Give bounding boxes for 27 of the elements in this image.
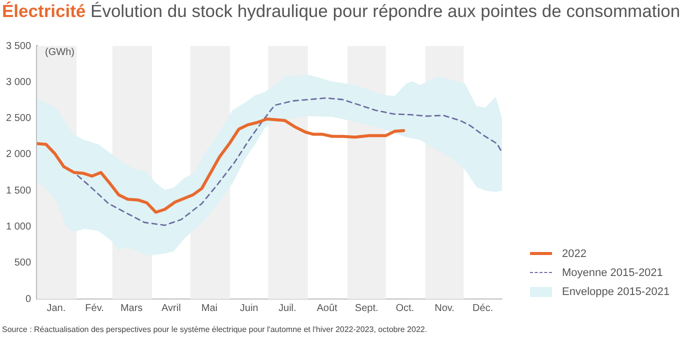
y-tick-label: 0: [25, 294, 32, 305]
x-tick-label: Juin: [240, 302, 258, 314]
x-tick-label: Nov.: [434, 302, 454, 314]
legend-label: Moyenne 2015-2021: [562, 266, 663, 278]
x-tick-label: Avril: [162, 302, 181, 314]
legend-label: 2022: [562, 248, 586, 260]
y-tick-label: 2 500: [6, 113, 32, 124]
x-tick-label: Sept.: [354, 302, 378, 314]
y-tick-label: 500: [14, 258, 32, 269]
x-tick-label: Août: [316, 302, 338, 314]
chart-title: Électricité: [2, 1, 86, 21]
source-note: Source : Réactualisation des perspectives pour le système électrique pour l'automne et l'hiver 2022-2023, octobre 2022.: [2, 325, 428, 334]
y-tick-label: 3 500: [6, 40, 32, 52]
chart-subtitle: Évolution du stock hydraulique pour répondre aux pointes de consommation: [90, 1, 680, 21]
x-tick-label: Fév.: [85, 302, 104, 314]
y-tick-label: 1 000: [6, 221, 32, 232]
x-tick-label: Jan.: [46, 302, 66, 314]
x-tick-label: Juil.: [278, 302, 296, 314]
y-tick-label: 3 000: [6, 76, 32, 88]
y-axis-title: (GWh): [45, 46, 74, 58]
x-tick-label: Déc.: [472, 302, 494, 314]
x-tick-label: Mai: [201, 302, 218, 314]
x-tick-label: Oct.: [396, 302, 414, 314]
y-tick-label: 2 000: [6, 149, 32, 160]
legend-label: Enveloppe 2015-2021: [562, 286, 670, 298]
x-tick-label: Mars: [120, 302, 143, 314]
y-tick-label: 1 500: [6, 185, 32, 196]
